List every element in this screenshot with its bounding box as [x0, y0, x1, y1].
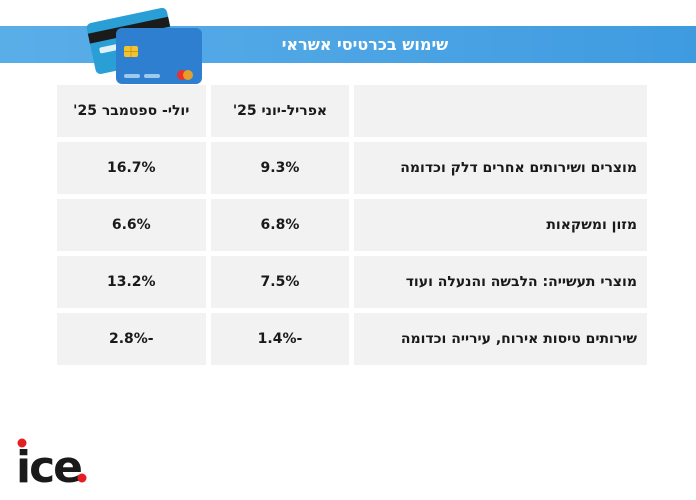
table-header-row: אפריל-יוני 25' יולי- ספטמבר 25'	[57, 85, 647, 137]
jul-sep-value: -2.8%	[57, 313, 206, 365]
header-empty-cell	[354, 85, 647, 137]
table-row: מוצרים ושירותים אחרים דלק וכדומה 9.3% 16…	[57, 142, 647, 194]
apr-jun-value: 9.3%	[210, 142, 350, 194]
jul-sep-value: 16.7%	[57, 142, 206, 194]
jul-sep-value: 13.2%	[57, 256, 206, 308]
apr-jun-value: -1.4%	[210, 313, 350, 365]
row-label: מוצרי תעשייה: הלבשה והנעלה ועוד	[354, 256, 647, 308]
apr-jun-value: 6.8%	[210, 199, 350, 251]
ice-logo: ice	[16, 438, 87, 488]
jul-sep-value: 6.6%	[57, 199, 206, 251]
row-label: מזון ומשקאות	[354, 199, 647, 251]
header-jul-sep: יולי- ספטמבר 25'	[57, 85, 206, 137]
credit-cards-icon	[86, 7, 202, 84]
credit-card-usage-table: אפריל-יוני 25' יולי- ספטמבר 25' מוצרים ו…	[52, 80, 652, 370]
page-title: שימוש בכרטיסי אשראי	[281, 35, 449, 54]
svg-text:ice: ice	[16, 442, 81, 488]
row-label: מוצרים ושירותים אחרים דלק וכדומה	[354, 142, 647, 194]
table-row: מוצרי תעשייה: הלבשה והנעלה ועוד 7.5% 13.…	[57, 256, 647, 308]
apr-jun-value: 7.5%	[210, 256, 350, 308]
table-row: מזון ומשקאות 6.8% 6.6%	[57, 199, 647, 251]
row-label: שירותים טיסות אירוח, עירייה וכדומה	[354, 313, 647, 365]
table-row: שירותים טיסות אירוח, עירייה וכדומה -1.4%…	[57, 313, 647, 365]
header-apr-jun: אפריל-יוני 25'	[210, 85, 350, 137]
